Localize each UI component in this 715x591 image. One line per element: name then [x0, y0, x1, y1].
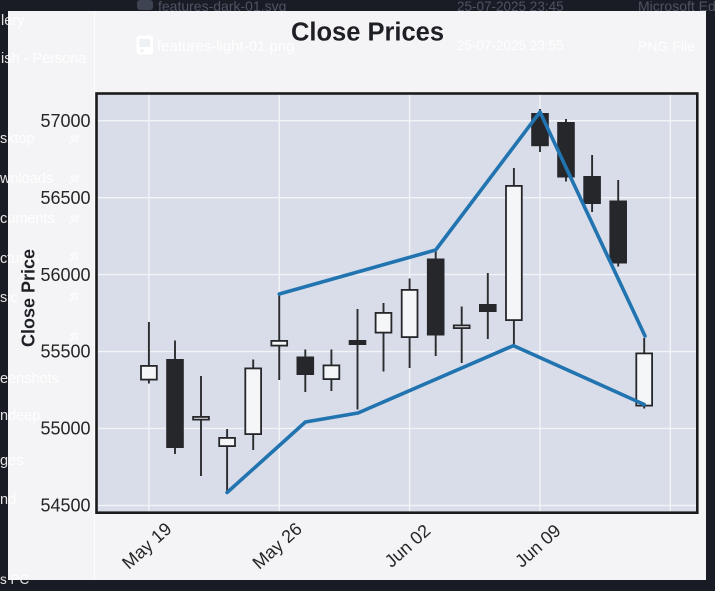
svg-text:May 26: May 26 — [249, 519, 306, 573]
svg-text:56500: 56500 — [40, 188, 90, 208]
svg-text:55000: 55000 — [40, 419, 90, 439]
svg-text:57000: 57000 — [40, 111, 90, 131]
svg-text:Close Price: Close Price — [19, 249, 39, 347]
svg-text:Jun 09: Jun 09 — [511, 520, 565, 571]
svg-text:May 19: May 19 — [118, 519, 175, 573]
svg-text:56000: 56000 — [40, 265, 90, 285]
svg-text:54500: 54500 — [40, 496, 90, 516]
svg-text:Close Prices: Close Prices — [291, 19, 444, 47]
svg-text:Jun 02: Jun 02 — [381, 520, 435, 571]
svg-text:55500: 55500 — [40, 342, 90, 362]
